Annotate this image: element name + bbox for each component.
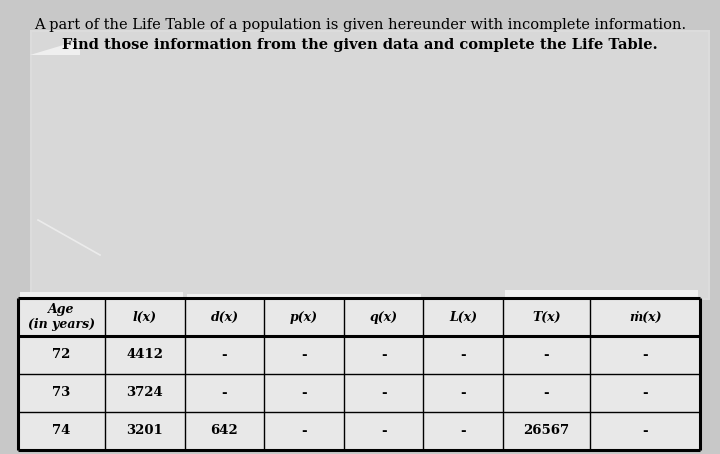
Text: q(x): q(x) [369, 311, 397, 324]
Text: 72: 72 [53, 349, 71, 361]
Text: -: - [301, 386, 307, 400]
Text: 26567: 26567 [523, 424, 570, 438]
Text: A part of the Life Table of a population is given hereunder with incomplete info: A part of the Life Table of a population… [34, 18, 686, 32]
Bar [185, 298, 264, 336]
Bar [105, 374, 185, 412]
Bar [590, 374, 700, 412]
Bar [503, 374, 590, 412]
Bar [503, 412, 590, 450]
Bar [344, 374, 423, 412]
Bar [503, 336, 590, 374]
Text: -: - [381, 424, 387, 438]
Bar [503, 298, 590, 336]
Bar [344, 298, 423, 336]
Text: -: - [642, 349, 648, 361]
Text: 74: 74 [53, 424, 71, 438]
Bar [264, 374, 344, 412]
Text: d(x): d(x) [210, 311, 238, 324]
Polygon shape [32, 32, 708, 298]
Text: -: - [381, 386, 387, 400]
Bar [423, 298, 503, 336]
Bar [105, 412, 185, 450]
Text: -: - [642, 386, 648, 400]
Polygon shape [505, 290, 698, 298]
Text: l(x): l(x) [133, 311, 157, 324]
Bar [590, 412, 700, 450]
Bar [590, 298, 700, 336]
Text: -: - [544, 349, 549, 361]
Text: 4412: 4412 [127, 349, 163, 361]
Text: -: - [381, 349, 387, 361]
Text: 3724: 3724 [127, 386, 163, 400]
Bar [590, 336, 700, 374]
Bar [185, 374, 264, 412]
Polygon shape [186, 294, 421, 298]
Bar [344, 412, 423, 450]
Text: -: - [301, 349, 307, 361]
Bar [18, 298, 105, 336]
Text: Find those information from the given data and complete the Life Table.: Find those information from the given da… [62, 38, 658, 52]
Text: ṁ(x): ṁ(x) [629, 311, 661, 324]
Text: -: - [460, 386, 466, 400]
Text: -: - [460, 349, 466, 361]
Text: L(x): L(x) [449, 311, 477, 324]
Bar [18, 374, 105, 412]
Text: Age
(in years): Age (in years) [28, 303, 95, 331]
Text: -: - [301, 424, 307, 438]
Bar [423, 412, 503, 450]
Bar [423, 374, 503, 412]
Bar [264, 336, 344, 374]
Bar [18, 336, 105, 374]
Bar [105, 298, 185, 336]
Text: -: - [222, 349, 228, 361]
Text: -: - [642, 424, 648, 438]
Polygon shape [30, 30, 710, 300]
Bar [105, 336, 185, 374]
Text: 642: 642 [211, 424, 238, 438]
Text: -: - [222, 386, 228, 400]
Text: 73: 73 [53, 386, 71, 400]
Bar [264, 412, 344, 450]
Text: -: - [544, 386, 549, 400]
Bar [423, 336, 503, 374]
Polygon shape [30, 40, 80, 55]
Polygon shape [20, 292, 183, 298]
Text: T(x): T(x) [532, 311, 561, 324]
Text: -: - [460, 424, 466, 438]
Bar [18, 412, 105, 450]
Bar [185, 336, 264, 374]
Bar [185, 412, 264, 450]
Bar [344, 336, 423, 374]
Bar [264, 298, 344, 336]
Text: 3201: 3201 [127, 424, 163, 438]
Text: p(x): p(x) [290, 311, 318, 324]
